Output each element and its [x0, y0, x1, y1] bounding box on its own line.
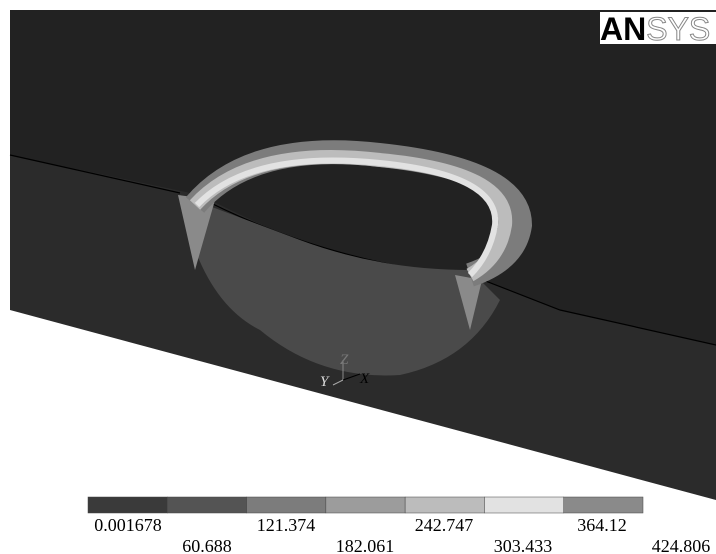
triad-z: Z	[340, 352, 349, 368]
legend-label: 242.747	[415, 515, 474, 535]
legend-label: 121.374	[257, 515, 316, 535]
legend-band	[484, 497, 563, 513]
ansys-viewport: Y Z X ANSYS 0.00167860.688121.374182.061…	[0, 0, 716, 554]
legend-label: 303.433	[494, 536, 553, 554]
legend-label: 60.688	[182, 536, 232, 554]
legend-label: 424.806	[652, 536, 711, 554]
legend-band	[564, 497, 643, 513]
legend-band	[247, 497, 326, 513]
legend-band	[405, 497, 484, 513]
logo: ANSYS	[600, 11, 710, 47]
legend-label: 0.001678	[94, 515, 162, 535]
legend-label: 364.12	[577, 515, 627, 535]
legend-band	[326, 497, 405, 513]
triad-x: X	[359, 371, 370, 387]
logo-bold: AN	[600, 11, 646, 47]
legend-label: 182.061	[336, 536, 395, 554]
legend-band	[167, 497, 246, 513]
legend-band	[88, 497, 167, 513]
logo-light: SYS	[646, 11, 710, 47]
